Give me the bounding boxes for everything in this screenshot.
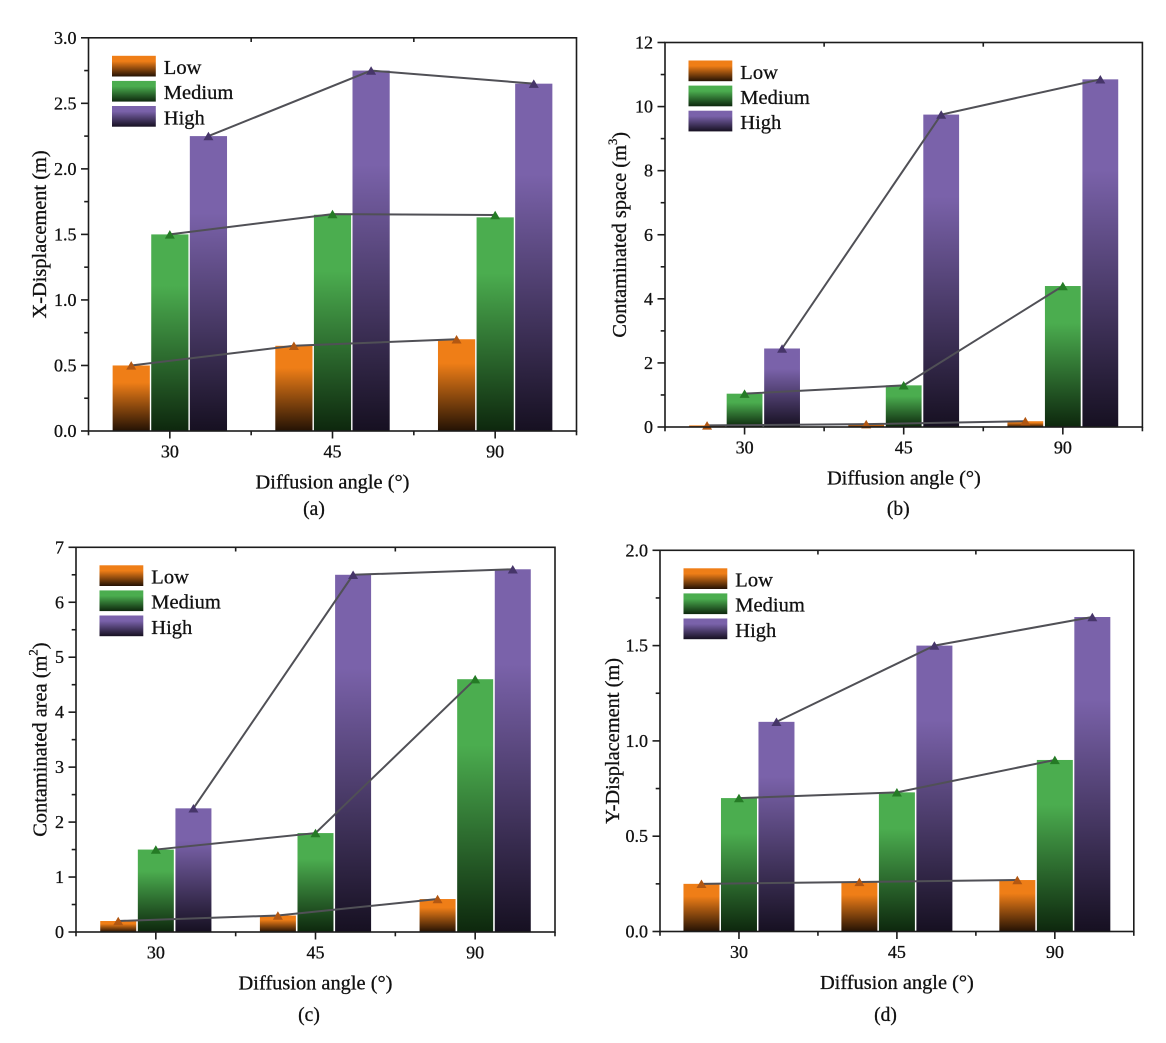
svg-text:4: 4: [55, 702, 64, 722]
svg-text:Diffusion angle (°): Diffusion angle (°): [239, 973, 393, 995]
svg-text:Contaminated space (m3): Contaminated space (m3): [606, 132, 631, 338]
svg-text:45: 45: [888, 942, 906, 962]
svg-text:(d): (d): [874, 1005, 897, 1026]
svg-text:10: 10: [635, 97, 653, 117]
svg-text:2.5: 2.5: [54, 93, 77, 113]
svg-text:2: 2: [644, 353, 653, 373]
svg-text:2.0: 2.0: [626, 540, 649, 560]
svg-text:3: 3: [55, 757, 64, 777]
svg-text:(c): (c): [298, 1005, 320, 1026]
svg-text:0.5: 0.5: [626, 826, 649, 846]
svg-text:3.0: 3.0: [54, 28, 77, 48]
svg-text:45: 45: [895, 437, 913, 457]
svg-text:5: 5: [55, 647, 64, 667]
svg-text:6: 6: [644, 225, 653, 245]
svg-text:(a): (a): [303, 499, 325, 520]
svg-text:0.5: 0.5: [54, 355, 77, 375]
svg-text:High: High: [151, 617, 192, 639]
svg-text:1.5: 1.5: [54, 224, 77, 244]
svg-text:8: 8: [644, 161, 653, 181]
svg-text:Medium: Medium: [164, 82, 234, 104]
svg-text:Low: Low: [164, 57, 202, 79]
svg-text:0.0: 0.0: [626, 922, 649, 942]
svg-text:0.0: 0.0: [54, 421, 77, 441]
svg-text:1.0: 1.0: [626, 731, 649, 751]
svg-text:2.0: 2.0: [54, 159, 77, 179]
svg-text:12: 12: [635, 33, 653, 53]
svg-text:Low: Low: [740, 62, 778, 84]
svg-text:Medium: Medium: [151, 592, 221, 614]
svg-text:High: High: [740, 112, 781, 134]
svg-text:1: 1: [55, 867, 64, 887]
svg-text:90: 90: [466, 942, 484, 962]
svg-text:90: 90: [486, 441, 504, 461]
svg-text:2: 2: [55, 812, 64, 832]
svg-text:30: 30: [736, 437, 754, 457]
svg-text:Diffusion angle (°): Diffusion angle (°): [820, 972, 974, 994]
svg-text:6: 6: [55, 592, 64, 612]
svg-text:Low: Low: [735, 570, 773, 592]
svg-text:Diffusion angle (°): Diffusion angle (°): [827, 468, 981, 490]
svg-text:45: 45: [307, 942, 325, 962]
svg-text:1.0: 1.0: [54, 290, 77, 310]
svg-text:1.5: 1.5: [626, 636, 649, 656]
svg-text:30: 30: [161, 441, 179, 461]
svg-text:High: High: [735, 620, 776, 642]
svg-text:30: 30: [147, 942, 165, 962]
svg-text:Diffusion angle (°): Diffusion angle (°): [256, 472, 410, 494]
svg-text:Low: Low: [151, 567, 189, 589]
svg-text:Medium: Medium: [740, 87, 810, 109]
svg-text:0: 0: [644, 417, 653, 437]
svg-text:High: High: [164, 107, 205, 129]
svg-text:(b): (b): [887, 499, 910, 520]
svg-text:X-Displacement (m): X-Displacement (m): [29, 150, 51, 318]
svg-text:0: 0: [55, 922, 64, 942]
svg-text:45: 45: [324, 441, 342, 461]
svg-text:90: 90: [1046, 942, 1064, 962]
svg-text:90: 90: [1054, 437, 1072, 457]
svg-text:Contaminated area (m2): Contaminated area (m2): [27, 642, 52, 836]
svg-text:Y-Displacement (m): Y-Displacement (m): [602, 658, 624, 824]
svg-text:7: 7: [55, 537, 64, 557]
svg-text:Medium: Medium: [735, 595, 805, 617]
svg-text:30: 30: [730, 942, 748, 962]
svg-text:4: 4: [644, 289, 653, 309]
